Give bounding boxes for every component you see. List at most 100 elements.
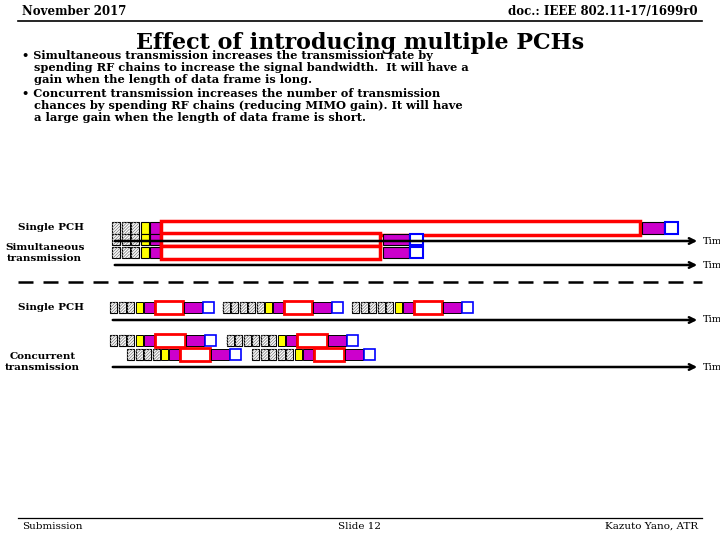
Bar: [402, 302, 413, 313]
Text: chances by spending RF chains (reducing MIMO gain). It will have: chances by spending RF chains (reducing …: [22, 100, 463, 111]
Bar: [273, 302, 283, 313]
Bar: [269, 335, 276, 346]
Bar: [131, 247, 139, 258]
Bar: [248, 302, 255, 313]
Bar: [202, 302, 214, 313]
Bar: [352, 302, 359, 313]
Text: Single PCH: Single PCH: [18, 224, 84, 233]
Bar: [302, 349, 312, 360]
Bar: [153, 349, 160, 360]
Bar: [143, 302, 153, 313]
Bar: [665, 222, 678, 234]
Text: Slide 12: Slide 12: [338, 522, 382, 531]
Bar: [131, 234, 139, 245]
Bar: [110, 302, 117, 313]
Bar: [243, 335, 251, 346]
Bar: [161, 246, 380, 259]
Bar: [261, 349, 268, 360]
Bar: [231, 302, 238, 313]
Bar: [150, 247, 160, 258]
Text: Simultaneous
transmission: Simultaneous transmission: [5, 243, 84, 263]
Bar: [110, 335, 117, 346]
Bar: [240, 302, 246, 313]
Bar: [122, 234, 130, 245]
Bar: [332, 302, 343, 313]
Bar: [410, 247, 423, 258]
Bar: [383, 234, 409, 245]
Text: doc.: IEEE 802.11-17/1699r0: doc.: IEEE 802.11-17/1699r0: [508, 5, 698, 18]
Text: • Concurrent transmission increases the number of transmission: • Concurrent transmission increases the …: [22, 88, 440, 99]
Bar: [377, 302, 384, 313]
Text: Time: Time: [703, 237, 720, 246]
Bar: [186, 335, 204, 346]
Bar: [119, 302, 125, 313]
Bar: [135, 349, 143, 360]
Bar: [112, 247, 120, 258]
Bar: [395, 302, 402, 313]
Bar: [361, 302, 367, 313]
Bar: [261, 335, 268, 346]
Bar: [386, 302, 393, 313]
Bar: [286, 349, 293, 360]
Bar: [252, 335, 259, 346]
Bar: [155, 301, 182, 314]
Bar: [277, 349, 284, 360]
Bar: [140, 222, 148, 234]
Bar: [227, 335, 233, 346]
Bar: [140, 247, 148, 258]
Bar: [122, 222, 130, 234]
Bar: [222, 302, 230, 313]
Text: Concurrent
transmission: Concurrent transmission: [5, 352, 80, 372]
Bar: [155, 334, 184, 347]
Bar: [127, 335, 134, 346]
Bar: [161, 233, 380, 246]
Bar: [313, 348, 343, 361]
Bar: [269, 349, 276, 360]
Bar: [112, 234, 120, 245]
Bar: [277, 335, 284, 346]
Text: Effect of introducing multiple PCHs: Effect of introducing multiple PCHs: [136, 32, 584, 54]
Text: • Simultaneous transmission increases the transmission rate by: • Simultaneous transmission increases th…: [22, 50, 433, 61]
Bar: [144, 349, 151, 360]
Bar: [443, 302, 461, 313]
Bar: [140, 234, 148, 245]
Bar: [169, 349, 179, 360]
Bar: [204, 335, 215, 346]
Bar: [230, 349, 241, 360]
Text: Time: Time: [703, 260, 720, 269]
Text: November 2017: November 2017: [22, 5, 127, 18]
Bar: [410, 234, 423, 245]
Bar: [369, 302, 376, 313]
Bar: [462, 302, 472, 313]
Text: Single PCH: Single PCH: [18, 303, 84, 313]
Bar: [256, 302, 264, 313]
Bar: [413, 301, 441, 314]
Bar: [328, 335, 346, 346]
Bar: [284, 301, 312, 314]
Bar: [127, 302, 134, 313]
Bar: [642, 222, 664, 234]
Bar: [122, 247, 130, 258]
Text: Time: Time: [703, 315, 720, 325]
Bar: [161, 349, 168, 360]
Text: spending RF chains to increase the signal bandwidth.  It will have a: spending RF chains to increase the signa…: [22, 62, 469, 73]
Bar: [150, 234, 160, 245]
Bar: [383, 247, 409, 258]
Bar: [180, 348, 210, 361]
Bar: [161, 221, 640, 235]
Bar: [184, 302, 202, 313]
Bar: [286, 335, 295, 346]
Bar: [211, 349, 229, 360]
Bar: [265, 302, 272, 313]
Bar: [135, 335, 143, 346]
Bar: [135, 302, 143, 313]
Bar: [235, 335, 242, 346]
Bar: [364, 349, 374, 360]
Bar: [127, 349, 134, 360]
Bar: [112, 222, 120, 234]
Bar: [344, 349, 362, 360]
Text: gain when the length of data frame is long.: gain when the length of data frame is lo…: [22, 74, 312, 85]
Bar: [150, 222, 160, 234]
Bar: [131, 222, 139, 234]
Text: a large gain when the length of data frame is short.: a large gain when the length of data fra…: [22, 112, 366, 123]
